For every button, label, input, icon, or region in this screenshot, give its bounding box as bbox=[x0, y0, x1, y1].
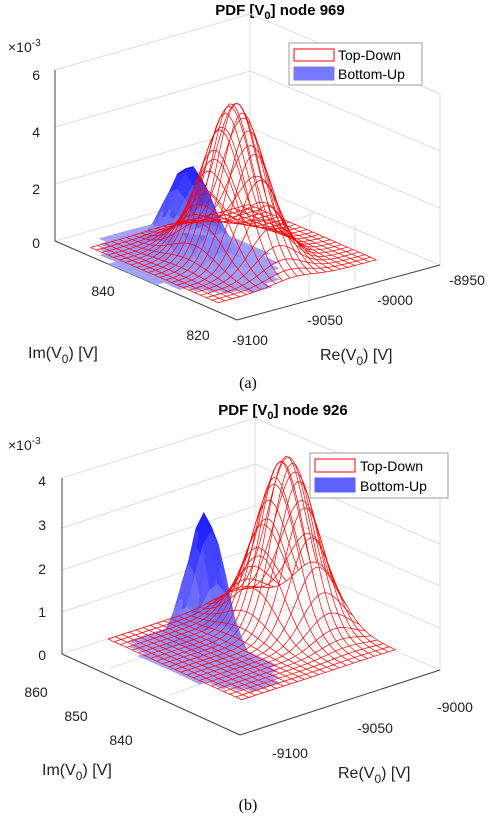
caption: (b) bbox=[239, 797, 258, 814]
top-down-mesh-line bbox=[227, 209, 355, 266]
z-tick: 4 bbox=[38, 473, 46, 489]
y-tick: 840 bbox=[91, 283, 115, 299]
chart-title: PDF [V0] node 969 bbox=[215, 2, 344, 22]
top-down-mesh-line bbox=[156, 622, 291, 685]
top-down-mesh-line bbox=[220, 211, 348, 268]
panel-b: PDF [V0] node 926 ×10-3 4 3 2 bbox=[8, 402, 473, 814]
z-tick: 3 bbox=[38, 517, 46, 533]
z-exponent: ×10-3 bbox=[8, 436, 41, 453]
x-axis-label: Re(V0) [V] bbox=[320, 347, 392, 368]
top-down-mesh-line bbox=[191, 609, 326, 673]
top-down-mesh bbox=[90, 102, 377, 304]
legend-label-bottom-up: Bottom-Up bbox=[338, 66, 405, 82]
top-down-mesh-line bbox=[176, 117, 305, 275]
top-down-mesh-line bbox=[240, 471, 375, 657]
top-down-mesh-line bbox=[119, 239, 247, 295]
y-axis-label: Im(V0) [V] bbox=[42, 762, 112, 783]
bottom-up-cell bbox=[254, 250, 272, 256]
z-tick: 2 bbox=[32, 181, 40, 197]
legend-swatch-bottom-up bbox=[314, 477, 356, 493]
chart-title: PDF [V0] node 926 bbox=[218, 402, 347, 422]
top-down-mesh-line bbox=[142, 627, 277, 689]
legend: Top-Down Bottom-Up bbox=[288, 42, 423, 86]
legend: Top-Down Bottom-Up bbox=[309, 452, 449, 499]
top-down-mesh-line bbox=[162, 105, 291, 279]
top-down-mesh-line bbox=[241, 206, 370, 263]
top-down-mesh-line bbox=[140, 193, 269, 287]
legend-label-top-down: Top-Down bbox=[360, 458, 423, 474]
y-tick: 860 bbox=[24, 684, 48, 700]
legend-label-top-down: Top-Down bbox=[338, 47, 401, 63]
top-down-mesh-line bbox=[108, 638, 242, 701]
z-tick: 6 bbox=[32, 67, 40, 83]
top-down-mesh-line bbox=[97, 245, 226, 302]
top-down-mesh-line bbox=[169, 102, 298, 277]
top-down-mesh-line bbox=[226, 460, 361, 662]
z-tick: 2 bbox=[38, 561, 46, 577]
panel-a: PDF [V0] node 969 ×10-3 6 4 2 0 bbox=[8, 2, 485, 392]
legend-swatch-bottom-up bbox=[293, 66, 335, 81]
top-down-mesh-line bbox=[254, 532, 389, 653]
z-exponent: ×10-3 bbox=[8, 38, 41, 55]
top-down-mesh-line bbox=[90, 247, 218, 304]
top-down-mesh-line bbox=[198, 587, 333, 671]
top-down-mesh-line bbox=[149, 625, 284, 687]
top-down-mesh-line bbox=[133, 222, 262, 290]
top-down-mesh-line bbox=[219, 483, 354, 664]
caption: (a) bbox=[239, 375, 257, 392]
top-down-mesh-line bbox=[247, 500, 382, 655]
y-tick: 820 bbox=[186, 327, 210, 343]
top-down-mesh-line bbox=[234, 208, 363, 264]
y-tick: 850 bbox=[64, 708, 88, 724]
legend-swatch-top-down bbox=[314, 458, 356, 473]
x-tick: -9050 bbox=[307, 312, 343, 328]
top-down-mesh-line bbox=[135, 629, 270, 691]
top-down-mesh-line bbox=[155, 126, 283, 281]
top-down-mesh-line bbox=[126, 237, 255, 293]
x-tick: -9000 bbox=[377, 292, 413, 308]
x-tick: -9050 bbox=[357, 720, 393, 736]
y-tick: 840 bbox=[109, 732, 133, 748]
top-down-mesh-line bbox=[163, 620, 298, 682]
z-tick: 0 bbox=[32, 235, 40, 251]
legend-label-bottom-up: Bottom-Up bbox=[360, 478, 427, 494]
axis-lines bbox=[61, 478, 441, 736]
top-down-mesh-line bbox=[248, 204, 377, 261]
top-down-mesh-line bbox=[111, 241, 240, 298]
top-down-mesh-line bbox=[184, 613, 319, 676]
top-down-mesh-line bbox=[128, 631, 263, 694]
top-down-mesh bbox=[108, 455, 396, 701]
x-tick: -9000 bbox=[437, 699, 473, 715]
z-tick: 4 bbox=[32, 124, 40, 140]
x-tick: -9100 bbox=[232, 332, 268, 348]
top-down-mesh-line bbox=[198, 201, 327, 273]
top-down-mesh-line bbox=[104, 243, 233, 300]
top-down-mesh-line bbox=[212, 518, 347, 666]
top-down-mesh-line bbox=[115, 636, 249, 698]
top-down-mesh-line bbox=[184, 145, 312, 275]
z-tick: 0 bbox=[38, 647, 46, 663]
top-down-mesh-line bbox=[121, 634, 256, 696]
top-down-mesh-line bbox=[233, 456, 368, 659]
x-tick: -9100 bbox=[272, 745, 308, 761]
x-tick: -8950 bbox=[449, 272, 485, 288]
top-down-mesh-line bbox=[177, 615, 312, 678]
z-tick: 1 bbox=[38, 604, 46, 620]
top-down-mesh-line bbox=[261, 561, 396, 650]
top-down-mesh-line bbox=[148, 158, 276, 284]
x-axis-label: Re(V0) [V] bbox=[338, 765, 410, 786]
top-down-mesh-line bbox=[205, 215, 334, 271]
y-axis-label: Im(V0) [V] bbox=[28, 345, 98, 366]
legend-swatch-top-down bbox=[293, 48, 335, 62]
top-down-mesh-line bbox=[191, 175, 319, 274]
top-down-mesh-line bbox=[170, 618, 305, 680]
